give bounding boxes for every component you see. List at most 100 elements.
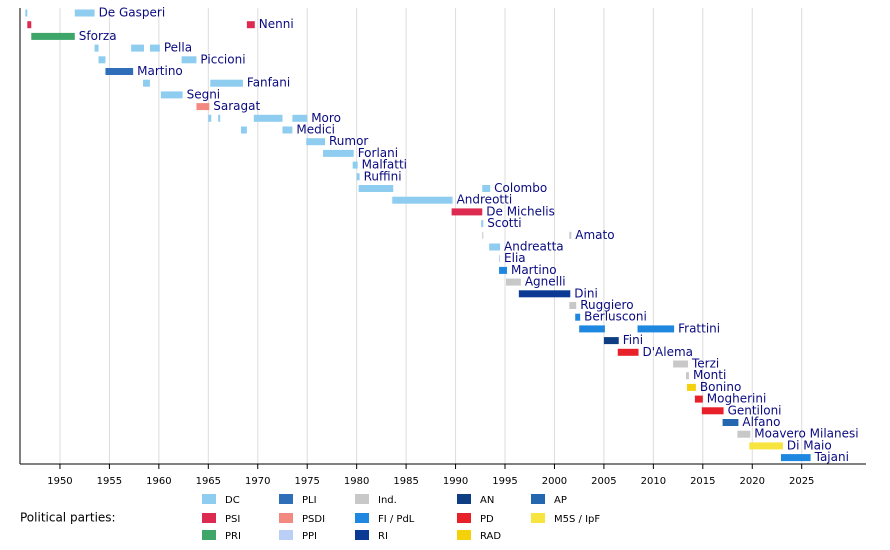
- minister-name: Martino: [137, 64, 183, 78]
- term-bar: [617, 348, 639, 356]
- legend-swatch: [279, 494, 293, 504]
- legend-swatch: [457, 494, 471, 504]
- minister-name: Nenni: [259, 17, 294, 31]
- x-tick-label: 1980: [344, 476, 369, 487]
- term-bar: [694, 395, 703, 403]
- term-bar: [74, 9, 95, 17]
- minister-name: Colombo: [494, 181, 547, 195]
- minister-name: Moavero Milanesi: [754, 427, 858, 441]
- legend-swatch: [531, 494, 545, 504]
- legend-title: Political parties:: [20, 511, 116, 525]
- term-bar: [196, 103, 210, 111]
- x-tick-label: 1950: [47, 476, 72, 487]
- minister-name: Bonino: [700, 380, 741, 394]
- term-bar: [489, 243, 501, 251]
- legend-label: M5S / IpF: [554, 514, 600, 525]
- x-tick-label: 1960: [146, 476, 171, 487]
- term-bar: [149, 44, 160, 52]
- term-bar: [673, 360, 688, 368]
- x-tick-label: 2020: [740, 476, 765, 487]
- term-bar: [637, 325, 675, 333]
- minister-name: Malfatti: [362, 158, 407, 172]
- legend-swatch: [279, 530, 293, 540]
- legend-swatch: [355, 530, 369, 540]
- term-bar: [780, 454, 811, 462]
- legend-label: AP: [554, 495, 567, 506]
- minister-name: Medici: [296, 123, 335, 137]
- minister-name: De Gasperi: [99, 6, 166, 20]
- x-tick-label: 1985: [393, 476, 418, 487]
- term-bar: [701, 407, 724, 415]
- term-bar: [25, 9, 28, 17]
- term-bar: [685, 372, 689, 380]
- minister-name: Martino: [511, 263, 557, 277]
- term-bar: [575, 313, 581, 321]
- minister-name: Monti: [693, 368, 726, 382]
- term-bar: [323, 149, 354, 157]
- term-bar: [518, 290, 571, 298]
- x-tick-label: 2005: [591, 476, 616, 487]
- term-bar: [105, 68, 134, 75]
- legend-label: RI: [378, 531, 388, 542]
- legend-swatch: [202, 530, 216, 540]
- legend-label: Ind.: [378, 495, 397, 506]
- term-bar: [94, 44, 99, 52]
- minister-name: Sforza: [79, 29, 117, 43]
- minister-name: Moro: [311, 111, 341, 125]
- legend-swatch: [202, 494, 216, 504]
- minister-name: Andreotti: [457, 193, 513, 207]
- term-bar: [481, 220, 484, 228]
- minister-name: Ruggiero: [580, 298, 633, 312]
- x-tick-label: 2000: [542, 476, 567, 487]
- term-bar: [499, 255, 501, 263]
- legend-swatch: [202, 513, 216, 523]
- term-bar: [210, 79, 243, 87]
- term-bar: [505, 278, 521, 286]
- minister-name: Agnelli: [525, 275, 566, 289]
- minister-name: Fanfani: [247, 76, 290, 90]
- term-bar: [603, 337, 619, 345]
- legend-label: PRI: [225, 531, 241, 542]
- minister-name: Piccioni: [200, 52, 245, 66]
- minister-name: Alfano: [742, 415, 780, 429]
- term-bar: [722, 419, 739, 426]
- minister-name: Saragat: [213, 99, 260, 113]
- minister-name: Tajani: [814, 450, 849, 464]
- term-bar: [358, 185, 394, 192]
- legend-label: PD: [480, 514, 494, 525]
- minister-name: Segni: [187, 87, 221, 101]
- term-bar: [253, 114, 283, 122]
- term-bar: [569, 231, 572, 239]
- term-bar: [160, 91, 183, 99]
- term-bar: [306, 138, 326, 146]
- legend-label: PLI: [302, 495, 317, 506]
- term-bar: [686, 383, 696, 391]
- legend-swatch: [355, 513, 369, 523]
- minister-name: Fini: [623, 333, 643, 347]
- minister-name: D'Alema: [643, 345, 694, 359]
- x-tick-label: 1965: [196, 476, 221, 487]
- minister-name: Dini: [574, 286, 598, 300]
- x-tick-label: 2010: [641, 476, 666, 487]
- minister-name: Terzi: [691, 357, 719, 371]
- term-bar: [181, 56, 197, 64]
- legend-swatch: [457, 530, 471, 540]
- term-bar: [749, 442, 783, 450]
- minister-name: Forlani: [358, 146, 398, 160]
- x-tick-label: 1990: [443, 476, 468, 487]
- legend-label: PSDI: [302, 514, 325, 525]
- x-tick-label: 1975: [294, 476, 319, 487]
- minister-name: Mogherini: [707, 392, 767, 406]
- term-bar: [292, 114, 308, 122]
- term-bar: [282, 126, 293, 134]
- term-bar: [98, 56, 106, 64]
- term-bar: [737, 430, 751, 438]
- legend-label: DC: [225, 495, 240, 506]
- term-bar: [482, 185, 491, 192]
- grid: [59, 8, 803, 464]
- legend-label: RAD: [480, 531, 501, 542]
- term-bar: [451, 208, 483, 216]
- legend-label: AN: [480, 495, 494, 506]
- legend-label: FI / PdL: [378, 514, 415, 525]
